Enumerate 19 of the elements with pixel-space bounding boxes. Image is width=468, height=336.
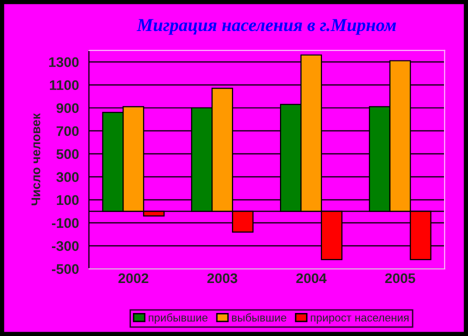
x-tick-label: 2003 bbox=[207, 273, 238, 284]
chart-title: Миграция населения в г.Мирном bbox=[136, 19, 396, 35]
legend-label: выбывшие bbox=[232, 313, 286, 322]
x-tick-label: 2005 bbox=[385, 273, 416, 284]
y-axis-title: Число человек bbox=[32, 113, 40, 206]
legend-label: прирост населения bbox=[310, 315, 409, 324]
y-tick-label: 1300 bbox=[49, 57, 79, 68]
y-tick-label: 300 bbox=[56, 172, 79, 182]
y-tick-label: 700 bbox=[56, 126, 79, 136]
y-tick-label: -500 bbox=[52, 264, 79, 274]
y-tick-label: -300 bbox=[52, 241, 79, 251]
legend-label: прибывшие bbox=[148, 313, 208, 324]
y-tick-label: 500 bbox=[56, 149, 79, 160]
x-tick-label: 2004 bbox=[296, 273, 327, 284]
y-tick-label: 100 bbox=[56, 195, 79, 205]
y-tick-label: -100 bbox=[52, 218, 79, 228]
y-tick-label: 900 bbox=[56, 103, 79, 114]
x-tick-label: 2002 bbox=[118, 273, 148, 284]
y-tick-label: 1100 bbox=[50, 80, 79, 90]
